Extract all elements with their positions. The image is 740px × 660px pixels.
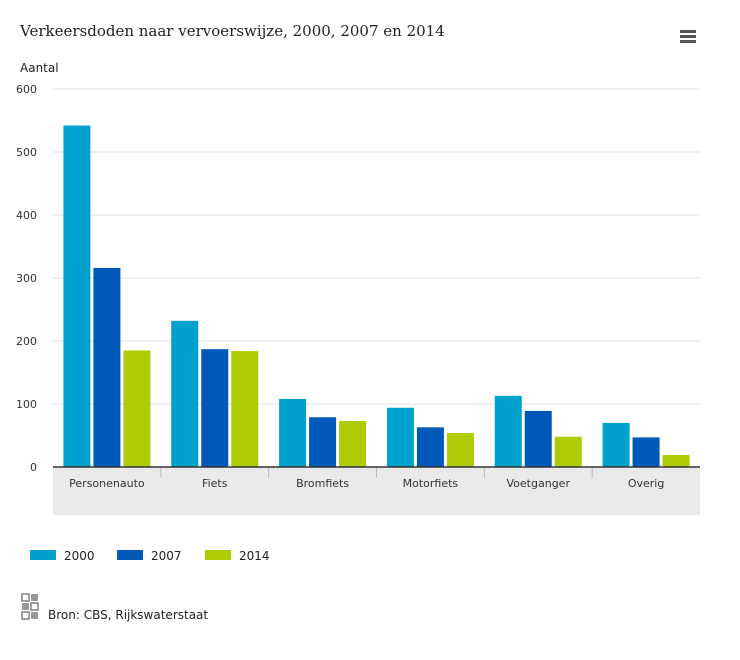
y-tick-label: 100 <box>16 398 37 411</box>
legend-label-2007: 2007 <box>151 549 182 563</box>
legend-label-2000: 2000 <box>64 549 95 563</box>
cbs-logo-icon <box>21 593 39 620</box>
bar-2014-bromfiets <box>339 421 367 467</box>
legend-label-2014: 2014 <box>239 549 270 563</box>
bar-2007-voetganger <box>524 410 552 467</box>
x-tick-label: Motorfiets <box>403 477 459 490</box>
chart-title: Verkeersdoden naar vervoerswijze, 2000, … <box>20 22 445 40</box>
bar-2007-bromfiets <box>309 417 337 467</box>
bar-2000-voetganger <box>494 395 522 467</box>
bar-2014-overig <box>662 455 690 467</box>
bar-2014-voetganger <box>554 436 582 467</box>
bar-2007-overig <box>632 437 660 467</box>
x-tick-label: Overig <box>628 477 665 490</box>
bar-2014-personenauto <box>123 350 151 467</box>
y-tick-label: 200 <box>16 335 37 348</box>
legend-swatch-2007 <box>117 550 143 560</box>
y-tick-label: 0 <box>30 461 37 474</box>
source-text: Bron: CBS, Rijkswaterstaat <box>48 608 209 622</box>
legend-swatch-2014 <box>205 550 231 560</box>
bar-2000-fiets <box>171 320 199 467</box>
bar-2000-overig <box>602 422 630 467</box>
bar-2007-fiets <box>201 349 229 467</box>
bar-2000-motorfiets <box>386 407 414 467</box>
x-tick-label: Bromfiets <box>296 477 349 490</box>
bar-2014-fiets <box>231 351 259 467</box>
y-tick-label: 600 <box>16 83 37 96</box>
x-tick-label: Fiets <box>202 477 228 490</box>
legend-swatch-2000 <box>30 550 56 560</box>
x-tick-label: Voetganger <box>507 477 571 490</box>
bar-2007-motorfiets <box>416 427 444 467</box>
bar-2007-personenauto <box>93 267 121 467</box>
y-axis-label: Aantal <box>20 61 59 75</box>
bar-2000-bromfiets <box>279 398 307 467</box>
hamburger-menu-icon[interactable] <box>680 30 696 44</box>
y-tick-label: 500 <box>16 146 37 159</box>
bar-chart: 0 100 200 300 400 500 600 Personenauto Fiets Brom… <box>16 83 700 563</box>
y-tick-label: 300 <box>16 272 37 285</box>
bar-2000-personenauto <box>63 125 91 467</box>
x-tick-label: Personenauto <box>69 477 145 490</box>
y-tick-label: 400 <box>16 209 37 222</box>
bar-2014-motorfiets <box>446 432 474 467</box>
